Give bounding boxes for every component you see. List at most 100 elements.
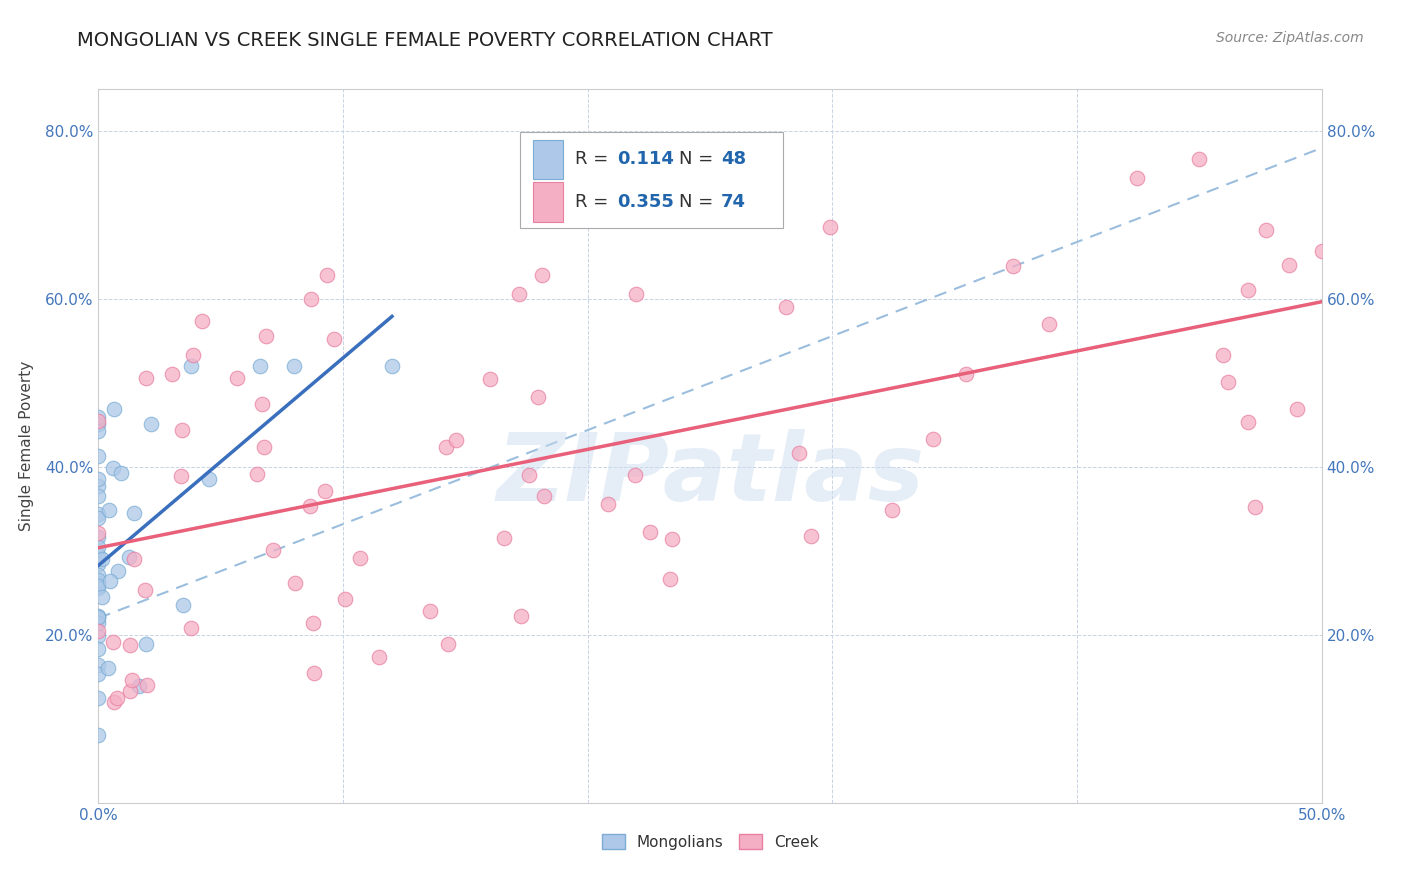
Point xyxy=(955,368,977,382)
Point xyxy=(87,576,110,591)
Text: 0.114: 0.114 xyxy=(617,150,673,168)
Point xyxy=(87,729,110,743)
Point xyxy=(787,446,810,460)
Text: 74: 74 xyxy=(721,193,747,211)
Point xyxy=(87,525,110,540)
Point xyxy=(87,581,110,595)
Point xyxy=(120,684,142,698)
Point xyxy=(87,609,110,624)
Text: N =: N = xyxy=(679,150,720,168)
Point xyxy=(381,359,404,374)
Point xyxy=(1216,375,1239,389)
Point xyxy=(87,615,110,630)
Point xyxy=(91,590,114,604)
Text: MONGOLIAN VS CREEK SINGLE FEMALE POVERTY CORRELATION CHART: MONGOLIAN VS CREEK SINGLE FEMALE POVERTY… xyxy=(77,31,773,50)
Point xyxy=(508,287,530,301)
Point xyxy=(87,548,110,562)
Point xyxy=(87,657,110,672)
Point xyxy=(103,402,125,417)
Point xyxy=(1278,258,1301,272)
Point xyxy=(638,524,661,539)
Point xyxy=(98,503,121,517)
Point xyxy=(1212,348,1234,362)
Text: N =: N = xyxy=(679,193,720,211)
Y-axis label: Single Female Poverty: Single Female Poverty xyxy=(18,361,34,531)
Point xyxy=(775,300,797,314)
Point xyxy=(299,292,322,306)
Point xyxy=(1244,500,1267,514)
Point xyxy=(87,611,110,625)
Point xyxy=(623,468,645,483)
Text: 0.355: 0.355 xyxy=(617,193,673,211)
Point xyxy=(314,483,336,498)
Point xyxy=(180,359,202,374)
Point xyxy=(1038,317,1060,331)
Point xyxy=(87,666,110,681)
Point xyxy=(283,359,305,374)
Point xyxy=(134,582,156,597)
Point xyxy=(87,424,110,438)
Legend: Mongolians, Creek: Mongolians, Creek xyxy=(596,828,824,855)
Point xyxy=(249,359,271,374)
Point xyxy=(91,551,114,566)
Point xyxy=(87,414,110,428)
Point xyxy=(302,665,325,680)
Point xyxy=(105,691,128,706)
Point xyxy=(107,564,129,578)
Point xyxy=(87,409,110,424)
Point xyxy=(103,460,125,475)
Point xyxy=(87,691,110,706)
Text: R =: R = xyxy=(575,193,614,211)
Point xyxy=(315,268,337,283)
Point xyxy=(419,603,441,617)
Point xyxy=(103,695,125,709)
Point xyxy=(661,532,683,546)
Point xyxy=(349,551,371,566)
Point xyxy=(135,370,157,384)
Point xyxy=(1126,171,1149,186)
Point xyxy=(246,467,269,482)
Point xyxy=(87,449,110,463)
Point xyxy=(434,440,457,454)
Point xyxy=(198,472,221,486)
FancyBboxPatch shape xyxy=(520,132,783,228)
Point xyxy=(110,466,132,480)
Point xyxy=(1286,402,1309,417)
Text: 48: 48 xyxy=(721,150,747,168)
Point xyxy=(180,621,202,635)
Point xyxy=(135,637,157,651)
Point xyxy=(494,532,516,546)
Point xyxy=(136,678,159,692)
Point xyxy=(1237,415,1260,429)
Point xyxy=(596,497,619,511)
Point xyxy=(87,624,110,638)
Point xyxy=(527,390,550,404)
Point xyxy=(262,543,284,558)
Point xyxy=(87,568,110,582)
Point xyxy=(1310,244,1333,258)
Point xyxy=(87,629,110,643)
Text: Source: ZipAtlas.com: Source: ZipAtlas.com xyxy=(1216,31,1364,45)
Point xyxy=(87,608,110,623)
Point xyxy=(87,557,110,571)
Point xyxy=(118,550,141,565)
Point xyxy=(254,328,277,343)
Point xyxy=(87,540,110,554)
Point xyxy=(181,348,204,362)
Point xyxy=(118,639,141,653)
Point xyxy=(517,468,540,483)
Point xyxy=(170,423,193,437)
Point xyxy=(87,642,110,657)
Point xyxy=(87,490,110,504)
Point xyxy=(191,314,214,328)
Point xyxy=(87,530,110,544)
Point xyxy=(510,609,533,624)
Point xyxy=(87,417,110,431)
Point xyxy=(922,432,945,446)
Point xyxy=(87,473,110,487)
FancyBboxPatch shape xyxy=(533,139,564,178)
Point xyxy=(818,220,841,235)
Point xyxy=(128,679,150,693)
Point xyxy=(98,574,121,588)
Point xyxy=(800,529,823,543)
